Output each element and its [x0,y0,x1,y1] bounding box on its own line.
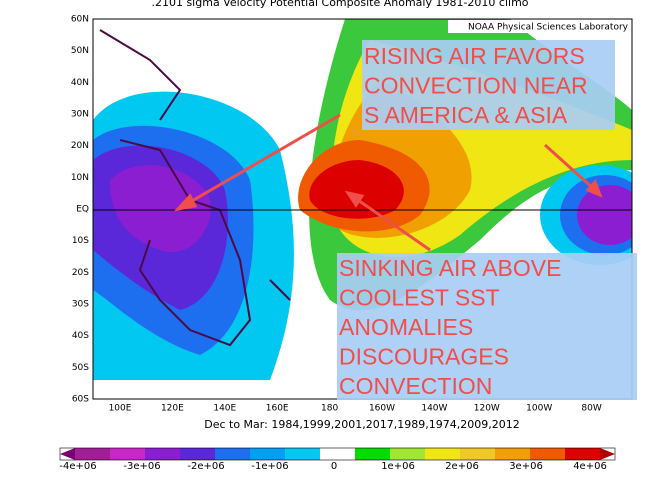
arrow [184,113,341,207]
colorbar-label: -3e+06 [123,461,160,472]
lon-label: 160W [369,404,395,414]
lon-label: 180 [321,404,338,414]
colorbar-cell [285,448,320,460]
title: .2101 sigma Velocity Potential Composite… [151,0,528,9]
colorbar-label: 2e+06 [445,461,479,472]
colorbar-label: -1e+06 [251,461,288,472]
lat-label: 60N [71,15,89,25]
colorbar-cell [530,448,565,460]
colorbar-cell [215,448,250,460]
credit-box [448,20,631,33]
lon-label: 80W [581,404,601,414]
colorbar-label: 3e+06 [509,461,543,472]
colorbar-cell [180,448,215,460]
contour [577,185,632,245]
colorbar-cell [425,448,460,460]
lon-label: 120W [474,404,500,414]
credit: NOAA Physical Sciences Laboratory [468,23,629,33]
arrow [354,196,431,252]
lat-label: 30N [71,110,89,120]
lon-label: 160E [266,404,289,414]
colorbar-cell [250,448,285,460]
annotation-text: CONVECTION NEAR [364,73,588,99]
colorbar-cell [565,448,600,460]
lat-label: 20N [71,141,89,151]
colorbar-label: 4e+06 [573,461,607,472]
subtitle: Dec to Mar: 1984,1999,2001,2017,1989,197… [204,418,520,431]
lat-label: 10S [72,236,89,246]
lat-label: 10N [71,173,89,183]
lat-label: 20S [72,268,89,278]
contour [110,165,211,252]
lat-label: 50N [71,46,89,56]
annotation-text: DISCOURAGES [339,344,509,370]
annotation-text: SINKING AIR ABOVE [339,255,561,281]
lon-label: 120E [161,404,184,414]
lon-label: 140W [421,404,447,414]
lat-label: EQ [76,205,89,215]
lat-label: 40N [71,78,89,88]
annotation-text: RISING AIR FAVORS [364,43,585,69]
colorbar-label: -4e+06 [59,461,96,472]
arrow [543,143,597,192]
annotation-box [337,253,637,400]
annotation-text: ANOMALIES [339,314,473,340]
colorbar-cell [60,448,75,460]
coastline [99,29,291,347]
arrows [173,113,603,252]
colorbar-cell [75,448,110,460]
colorbar-cell [320,448,355,460]
lat-label: 30S [72,300,89,310]
colorbar-label: -2e+06 [187,461,224,472]
colorbar-cell [600,448,615,460]
colorbar-cell [390,448,425,460]
annotation-box [362,40,615,130]
colorbar-cell [355,448,390,460]
annotation-text: S AMERICA & ASIA [364,102,568,128]
colorbar-cell [460,448,495,460]
arrowhead [344,190,365,208]
annotation-text: CONVECTION [339,373,492,399]
colorbar [59,447,616,461]
annotation-text: COOLEST SST [339,285,500,311]
colorbar-label: 0 [331,461,337,472]
lon-label: 100E [109,404,132,414]
lat-label: 40S [72,331,89,341]
lon-label: 100W [526,404,552,414]
colorbar-cell [110,448,145,460]
colorbar-cell [495,448,530,460]
arrowhead [585,179,603,198]
colorbar-label: 1e+06 [381,461,415,472]
arrowhead [173,193,198,212]
contour [309,160,404,219]
lat-label: 50S [72,363,89,373]
lat-label: 60S [72,395,89,405]
colorbar-frame [59,447,616,461]
colorbar-cell [145,448,180,460]
lon-label: 140E [213,404,236,414]
